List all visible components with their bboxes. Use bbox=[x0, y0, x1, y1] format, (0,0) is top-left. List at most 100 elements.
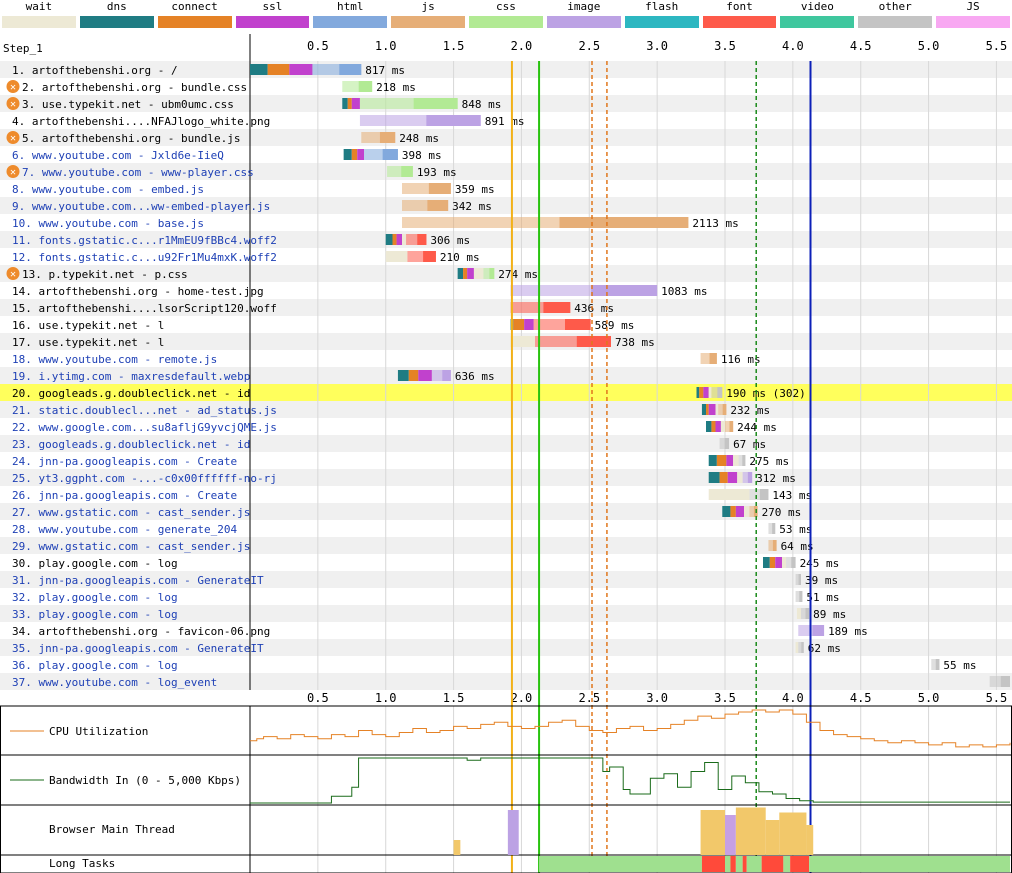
bar-wait bbox=[473, 268, 484, 279]
bar-download bbox=[564, 319, 591, 330]
request-label[interactable]: 37. www.youtube.com - log_event bbox=[12, 676, 217, 689]
bar-ssl bbox=[351, 98, 360, 109]
bar-download bbox=[791, 557, 796, 568]
bar-ttfb bbox=[931, 659, 940, 670]
request-label[interactable]: 25. yt3.ggpht.com -...-c0x00ffffff-no-rj bbox=[12, 472, 277, 485]
request-label[interactable]: 33. play.google.com - log bbox=[12, 608, 178, 621]
table-row bbox=[0, 333, 1012, 350]
bar-connect bbox=[392, 234, 397, 245]
timing-label: 274 ms bbox=[498, 268, 538, 281]
bar-download bbox=[379, 132, 396, 143]
bar-download bbox=[747, 472, 753, 483]
request-label[interactable]: 29. www.gstatic.com - cast_sender.js bbox=[12, 540, 250, 553]
legend-swatch bbox=[313, 16, 388, 28]
bar-ssl bbox=[357, 149, 364, 160]
bar-ttfb bbox=[768, 523, 776, 534]
x-tick-label: 1.5 bbox=[443, 39, 465, 53]
timing-label: 244 ms bbox=[737, 421, 777, 434]
bar-ttfb bbox=[402, 183, 451, 194]
legend-label: wait bbox=[25, 0, 53, 13]
legend-swatch bbox=[79, 16, 154, 28]
request-label[interactable]: 24. jnn-pa.googleapis.com - Create bbox=[12, 455, 237, 468]
long-task-span bbox=[742, 856, 747, 872]
bar-ttfb bbox=[798, 642, 804, 653]
main-thread-activity bbox=[507, 810, 519, 855]
request-label[interactable]: 32. play.google.com - log bbox=[12, 591, 178, 604]
bar-download bbox=[722, 404, 727, 415]
bar-ssl bbox=[708, 404, 716, 415]
legend-swatch bbox=[858, 16, 933, 28]
request-label[interactable]: 19. i.ytimg.com - maxresdefault.webp bbox=[12, 370, 250, 383]
warning-glyph: ✕ bbox=[10, 82, 16, 93]
bar-wait bbox=[510, 336, 535, 347]
bar-connect bbox=[730, 506, 736, 517]
long-task-span bbox=[809, 856, 1010, 872]
table-row bbox=[0, 197, 1012, 214]
timing-label: 848 ms bbox=[462, 98, 502, 111]
request-label[interactable]: 12. fonts.gstatic.c...u92Fr1Mu4mxK.woff2 bbox=[12, 251, 277, 264]
bar-download bbox=[591, 285, 658, 296]
bar-ttfb bbox=[768, 540, 777, 551]
timing-label: 67 ms bbox=[733, 438, 766, 451]
request-label[interactable]: 8. www.youtube.com - embed.js bbox=[12, 183, 204, 196]
bar-ssl bbox=[524, 319, 534, 330]
request-label[interactable]: 36. play.google.com - log bbox=[12, 659, 178, 672]
timing-label: 1083 ms bbox=[661, 285, 707, 298]
timing-label: 312 ms bbox=[756, 472, 796, 485]
legend-item-other: other bbox=[856, 0, 934, 34]
request-label[interactable]: 28. www.youtube.com - generate_204 bbox=[12, 523, 238, 536]
main-thread-activity bbox=[806, 825, 814, 855]
bar-download bbox=[724, 438, 730, 449]
legend-swatch bbox=[546, 16, 621, 28]
x-tick-label: 3.0 bbox=[646, 39, 668, 53]
timing-label: 817 ms bbox=[365, 64, 405, 77]
request-label[interactable]: 18. www.youtube.com - remote.js bbox=[12, 353, 217, 366]
request-label[interactable]: 26. jnn-pa.googleapis.com - Create bbox=[12, 489, 237, 502]
x-tick-label: 3.5 bbox=[714, 39, 736, 53]
timing-label: 342 ms bbox=[452, 200, 492, 213]
bar-dns bbox=[696, 387, 700, 398]
request-label[interactable]: 27. www.gstatic.com - cast_sender.js bbox=[12, 506, 250, 519]
x-tick-label: 5.5 bbox=[986, 39, 1008, 53]
main-thread-label: Browser Main Thread bbox=[49, 823, 175, 836]
request-label[interactable]: 22. www.google.com...su8afljG9yvcjQME.js bbox=[12, 421, 277, 434]
bar-download bbox=[935, 659, 940, 670]
request-label[interactable]: 10. www.youtube.com - base.js bbox=[12, 217, 204, 230]
timing-label: 2113 ms bbox=[692, 217, 738, 230]
table-row bbox=[0, 469, 1012, 486]
bar-wait bbox=[782, 557, 787, 568]
request-label[interactable]: 11. fonts.gstatic.c...r1MmEU9fBBc4.woff2 bbox=[12, 234, 277, 247]
bar-connect bbox=[463, 268, 468, 279]
bar-ttfb bbox=[342, 81, 373, 92]
request-label[interactable]: 9. www.youtube.com...ww-embed-player.js bbox=[12, 200, 270, 213]
bar-ttfb bbox=[359, 98, 458, 109]
timing-label: 89 ms bbox=[813, 608, 846, 621]
timing-label: 232 ms bbox=[730, 404, 770, 417]
request-label[interactable]: 21. static.doublecl...net - ad_status.js bbox=[12, 404, 277, 417]
request-label: 4. artofthebenshi....NFAJlogo_white.png bbox=[12, 115, 270, 128]
x-tick-label: 4.5 bbox=[850, 39, 872, 53]
request-label[interactable]: 35. jnn-pa.googleapis.com - GenerateIT bbox=[12, 642, 264, 655]
table-row bbox=[0, 231, 1012, 248]
bar-wait bbox=[708, 489, 750, 500]
panel-frame bbox=[0, 705, 1012, 756]
bar-wait bbox=[402, 234, 407, 245]
legend: wait dns connect ssl html js css image flash font… bbox=[0, 0, 1012, 34]
request-label[interactable]: 31. jnn-pa.googleapis.com - GenerateIT bbox=[12, 574, 264, 587]
bar-ttfb bbox=[786, 557, 796, 568]
timing-label: 55 ms bbox=[943, 659, 976, 672]
legend-swatch bbox=[391, 16, 466, 28]
bar-download bbox=[401, 166, 413, 177]
legend-item-ssl: ssl bbox=[234, 0, 312, 34]
timing-label: 275 ms bbox=[749, 455, 789, 468]
request-label[interactable]: 7. www.youtube.com - www-player.css bbox=[22, 166, 254, 179]
request-label[interactable]: 6. www.youtube.com - Jxld6e-IieQ bbox=[12, 149, 224, 162]
bar-download bbox=[382, 149, 398, 160]
timing-label: 116 ms bbox=[721, 353, 761, 366]
bar-ttfb bbox=[535, 336, 611, 347]
bar-download bbox=[489, 268, 495, 279]
request-label: 17. use.typekit.net - l bbox=[12, 336, 164, 349]
request-label[interactable]: 23. googleads.g.doubleclick.net - id bbox=[12, 438, 250, 451]
bar-ttfb bbox=[742, 472, 753, 483]
x-tick-label-bottom: 1.5 bbox=[443, 691, 465, 705]
